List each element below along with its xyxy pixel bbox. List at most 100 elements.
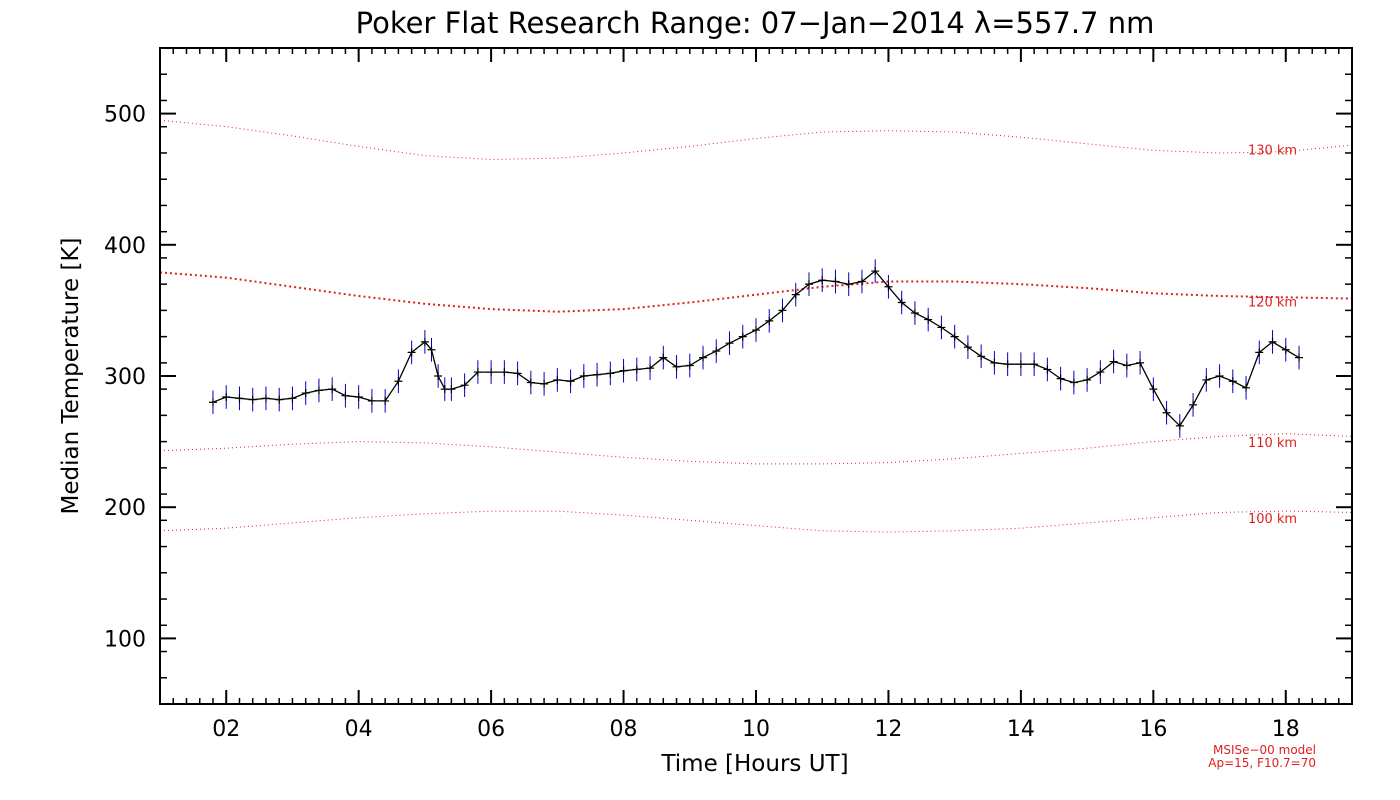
data-point <box>354 392 363 401</box>
data-point <box>1136 358 1145 367</box>
data-point <box>990 358 999 367</box>
data-point <box>427 345 436 354</box>
data-point <box>222 392 231 401</box>
x-tick-label: 12 <box>874 717 902 742</box>
data-point <box>1162 408 1171 417</box>
model-line-110-km <box>159 433 1353 465</box>
y-tick-label: 300 <box>104 365 146 390</box>
x-tick-label: 04 <box>345 717 373 742</box>
x-tick-label: 18 <box>1272 717 1300 742</box>
model-footnote-line-1: MSISe−00 model <box>1213 743 1316 757</box>
data-point <box>314 386 323 395</box>
model-line-130-km <box>159 119 1353 161</box>
data-point <box>341 391 350 400</box>
x-tick-label: 02 <box>212 717 240 742</box>
error-bars <box>212 259 1300 438</box>
y-axis-label: Median Temperature [K] <box>58 238 84 515</box>
model-label-120-km: 120 km <box>1248 295 1297 310</box>
model-footnote-line-2: Ap=15, F10.7=70 <box>1208 756 1316 770</box>
data-point <box>738 332 747 341</box>
data-point <box>699 353 708 362</box>
data-point <box>447 385 456 394</box>
x-tick-label: 14 <box>1007 717 1035 742</box>
data-point <box>526 378 535 387</box>
data-point <box>791 290 800 299</box>
data-point <box>328 385 337 394</box>
data-point <box>1202 375 1211 384</box>
x-tick-label: 06 <box>477 717 505 742</box>
y-tick-label: 500 <box>104 103 146 128</box>
data-series <box>208 267 1304 430</box>
data-point <box>1175 421 1184 430</box>
data-point <box>407 348 416 357</box>
data-point <box>725 339 734 348</box>
data-point <box>778 306 787 315</box>
data-point <box>831 277 840 286</box>
x-tick-label: 10 <box>742 717 770 742</box>
data-point <box>1295 353 1304 362</box>
data-point <box>275 395 284 404</box>
data-point <box>487 368 496 377</box>
data-point <box>963 343 972 352</box>
model-line-120-km <box>159 271 1353 313</box>
chart-title: Poker Flat Research Range: 07−Jan−2014 λ… <box>356 6 1155 40</box>
data-point <box>1242 383 1251 392</box>
data-point <box>1043 365 1052 374</box>
data-point <box>844 280 853 289</box>
data-point <box>579 372 588 380</box>
model-labels: 130 km 120 km 110 km 100 km <box>1248 143 1297 527</box>
data-point <box>659 353 668 362</box>
data-point <box>1122 361 1131 370</box>
data-point <box>910 309 919 318</box>
data-point <box>619 366 628 375</box>
data-point <box>977 352 986 361</box>
data-point <box>1255 348 1264 357</box>
data-point <box>434 372 443 380</box>
data-point <box>235 394 244 403</box>
data-point <box>950 332 959 341</box>
data-point <box>685 361 694 370</box>
data-point <box>420 337 429 346</box>
data-point <box>1268 337 1277 346</box>
plot-frame <box>159 47 1353 705</box>
data-point <box>473 368 482 377</box>
data-point <box>632 365 641 374</box>
data-point <box>1149 385 1158 394</box>
data-point <box>752 326 760 335</box>
data-point <box>248 395 257 404</box>
data-point <box>394 377 403 386</box>
temperature-line <box>212 270 1300 427</box>
data-point <box>1083 375 1092 384</box>
data-point <box>1281 345 1290 354</box>
data-point <box>1189 400 1198 409</box>
data-point <box>1109 357 1118 366</box>
data-point <box>672 362 681 371</box>
data-point <box>1228 377 1237 386</box>
y-tick-label: 200 <box>104 496 146 521</box>
data-point <box>288 394 297 403</box>
data-point <box>857 277 866 286</box>
data-point <box>367 396 376 405</box>
data-point <box>937 323 946 332</box>
model-label-100-km: 100 km <box>1248 512 1297 527</box>
data-point <box>553 375 562 384</box>
data-point <box>871 267 880 276</box>
data-point <box>261 394 270 403</box>
data-point <box>712 347 721 356</box>
x-tick-label: 08 <box>610 717 638 742</box>
y-tick-label: 100 <box>104 627 146 652</box>
data-point <box>208 398 217 407</box>
model-label-110-km: 110 km <box>1248 436 1297 451</box>
data-point <box>765 316 774 325</box>
data-point <box>897 298 906 307</box>
data-point <box>818 276 827 285</box>
axis-ticks: 02 04 06 08 10 12 14 16 18 100 200 300 400 500 <box>104 47 1353 742</box>
x-axis-label: Time [Hours UT] <box>660 751 848 777</box>
data-point <box>606 369 615 378</box>
data-point <box>460 381 469 390</box>
data-point <box>513 369 522 378</box>
data-point <box>1069 378 1078 387</box>
data-point <box>1030 360 1039 369</box>
x-tick-label: 16 <box>1139 717 1167 742</box>
